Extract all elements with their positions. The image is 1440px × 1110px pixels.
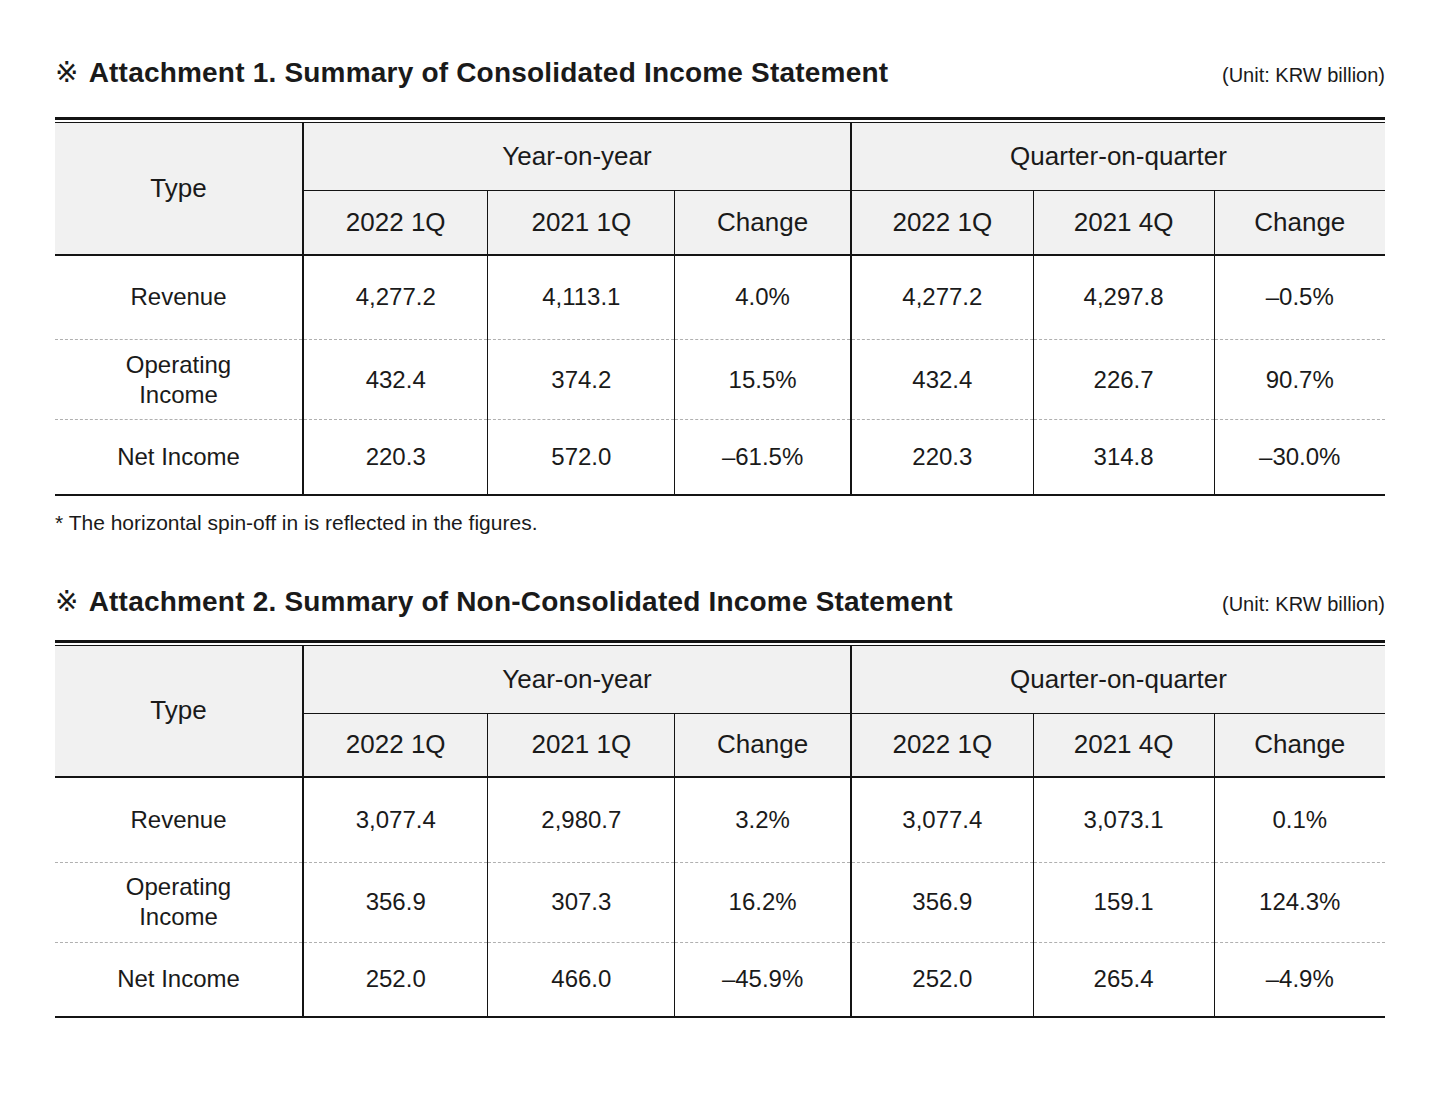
cell-value: 432.4	[303, 340, 488, 420]
col-header-type: Type	[55, 645, 303, 777]
attachment-2-title-text: Attachment 2. Summary of Non-Consolidate…	[89, 586, 953, 617]
attachment-1-section: ※ Attachment 1. Summary of Consolidated I…	[55, 56, 1385, 535]
col-group-quarter-on-quarter: Quarter-on-quarter	[851, 645, 1385, 713]
cell-value: –61.5%	[675, 420, 851, 495]
col-group-quarter-on-quarter: Quarter-on-quarter	[851, 123, 1385, 191]
col-header-yoy-2022-1q: 2022 1Q	[303, 191, 488, 255]
cell-value: 307.3	[488, 862, 675, 942]
table-footnote: * The horizontal spin-off in is reflecte…	[55, 511, 1385, 535]
cell-value: 159.1	[1033, 862, 1214, 942]
cell-value: 466.0	[488, 942, 675, 1017]
cell-value: –45.9%	[675, 942, 851, 1017]
cell-value: 356.9	[851, 862, 1033, 942]
consolidated-table-wrap: Type Year-on-year Quarter-on-quarter 202…	[55, 117, 1385, 496]
consolidated-income-table: Type Year-on-year Quarter-on-quarter 202…	[55, 122, 1385, 496]
non-consolidated-income-table: Type Year-on-year Quarter-on-quarter 202…	[55, 645, 1385, 1019]
col-header-qoq-2022-1q: 2022 1Q	[851, 713, 1033, 777]
reference-mark-icon: ※	[55, 57, 79, 88]
row-label-revenue: Revenue	[55, 777, 303, 862]
cell-value: 252.0	[303, 942, 488, 1017]
attachment-1-title-row: ※ Attachment 1. Summary of Consolidated I…	[55, 56, 1385, 89]
cell-value: –4.9%	[1214, 942, 1385, 1017]
header-group-row: Type Year-on-year Quarter-on-quarter	[55, 645, 1385, 713]
cell-value: 4,277.2	[851, 255, 1033, 340]
cell-value: 3,073.1	[1033, 777, 1214, 862]
document-page: ※ Attachment 1. Summary of Consolidated I…	[0, 0, 1440, 1018]
cell-value: 220.3	[851, 420, 1033, 495]
cell-value: 314.8	[1033, 420, 1214, 495]
cell-value: 2,980.7	[488, 777, 675, 862]
cell-value: –30.0%	[1214, 420, 1385, 495]
cell-value: 4,277.2	[303, 255, 488, 340]
attachment-2-section: ※ Attachment 2. Summary of Non-Consolidat…	[55, 585, 1385, 1019]
attachment-1-title-text: Attachment 1. Summary of Consolidated In…	[89, 57, 889, 88]
unit-label-1: (Unit: KRW billion)	[1222, 64, 1385, 87]
col-group-year-on-year: Year-on-year	[303, 123, 851, 191]
non-consolidated-table-wrap: Type Year-on-year Quarter-on-quarter 202…	[55, 640, 1385, 1019]
cell-value: 572.0	[488, 420, 675, 495]
cell-value: 356.9	[303, 862, 488, 942]
col-header-qoq-2021-4q: 2021 4Q	[1033, 713, 1214, 777]
cell-value: 0.1%	[1214, 777, 1385, 862]
cell-value: 3,077.4	[303, 777, 488, 862]
table-row-operating-income: Operating Income 356.9 307.3 16.2% 356.9…	[55, 862, 1385, 942]
cell-value: 15.5%	[675, 340, 851, 420]
col-header-qoq-change: Change	[1214, 191, 1385, 255]
col-header-qoq-change: Change	[1214, 713, 1385, 777]
row-label-operating-income: Operating Income	[55, 862, 303, 942]
attachment-2-title: ※ Attachment 2. Summary of Non-Consolidat…	[55, 585, 953, 618]
cell-value: 226.7	[1033, 340, 1214, 420]
cell-value: 374.2	[488, 340, 675, 420]
col-group-year-on-year: Year-on-year	[303, 645, 851, 713]
row-label-revenue: Revenue	[55, 255, 303, 340]
table-row-net-income: Net Income 252.0 466.0 –45.9% 252.0 265.…	[55, 942, 1385, 1017]
cell-value: 90.7%	[1214, 340, 1385, 420]
cell-value: 432.4	[851, 340, 1033, 420]
cell-value: 265.4	[1033, 942, 1214, 1017]
col-header-qoq-2021-4q: 2021 4Q	[1033, 191, 1214, 255]
col-header-yoy-2021-1q: 2021 1Q	[488, 713, 675, 777]
col-header-qoq-2022-1q: 2022 1Q	[851, 191, 1033, 255]
cell-value: 16.2%	[675, 862, 851, 942]
col-header-yoy-2022-1q: 2022 1Q	[303, 713, 488, 777]
cell-value: 4,297.8	[1033, 255, 1214, 340]
col-header-yoy-change: Change	[675, 191, 851, 255]
unit-label-2: (Unit: KRW billion)	[1222, 593, 1385, 616]
col-header-type: Type	[55, 123, 303, 255]
table-row-net-income: Net Income 220.3 572.0 –61.5% 220.3 314.…	[55, 420, 1385, 495]
cell-value: 220.3	[303, 420, 488, 495]
attachment-1-title: ※ Attachment 1. Summary of Consolidated I…	[55, 56, 888, 89]
cell-value: 4.0%	[675, 255, 851, 340]
cell-value: 3.2%	[675, 777, 851, 862]
row-label-net-income: Net Income	[55, 420, 303, 495]
row-label-operating-income: Operating Income	[55, 340, 303, 420]
reference-mark-icon: ※	[55, 586, 79, 617]
table-row-revenue: Revenue 3,077.4 2,980.7 3.2% 3,077.4 3,0…	[55, 777, 1385, 862]
row-label-net-income: Net Income	[55, 942, 303, 1017]
cell-value: 4,113.1	[488, 255, 675, 340]
header-group-row: Type Year-on-year Quarter-on-quarter	[55, 123, 1385, 191]
cell-value: 124.3%	[1214, 862, 1385, 942]
table-row-operating-income: Operating Income 432.4 374.2 15.5% 432.4…	[55, 340, 1385, 420]
cell-value: 252.0	[851, 942, 1033, 1017]
table-row-revenue: Revenue 4,277.2 4,113.1 4.0% 4,277.2 4,2…	[55, 255, 1385, 340]
cell-value: 3,077.4	[851, 777, 1033, 862]
attachment-2-title-row: ※ Attachment 2. Summary of Non-Consolidat…	[55, 585, 1385, 618]
cell-value: –0.5%	[1214, 255, 1385, 340]
col-header-yoy-change: Change	[675, 713, 851, 777]
col-header-yoy-2021-1q: 2021 1Q	[488, 191, 675, 255]
